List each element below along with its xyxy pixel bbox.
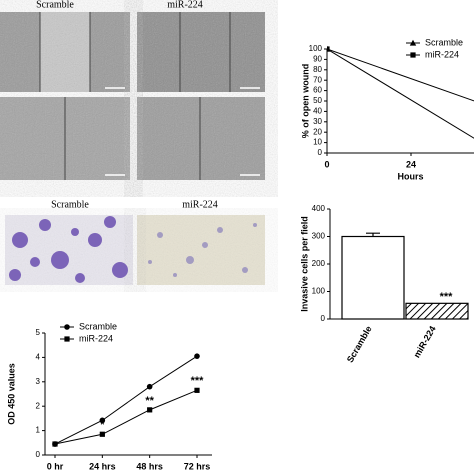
y-axis-label: % of open wound	[300, 64, 310, 139]
y-tick-label: 20	[313, 127, 322, 136]
y-tick-label: 3	[36, 377, 41, 386]
y-tick-label: 200	[312, 259, 326, 268]
y-tick-label: 4	[36, 353, 41, 362]
y-tick-label: 100	[309, 44, 323, 53]
series-line	[54, 355, 198, 445]
legend-marker	[64, 336, 70, 342]
marker	[52, 441, 58, 447]
legend-marker	[409, 39, 417, 46]
y-tick-label: 1	[36, 426, 41, 435]
marker	[327, 46, 330, 52]
marker	[147, 407, 153, 413]
x-tick-label: 72 hrs	[184, 461, 211, 471]
y-tick-label: 90	[313, 55, 322, 64]
y-tick-label: 0	[318, 148, 323, 157]
legend-marker	[64, 324, 70, 330]
y-axis-label: Invasive cells per field	[299, 216, 309, 312]
y-tick-label: 0	[36, 450, 41, 459]
y-tick-label: 100	[312, 287, 326, 296]
y-tick-label: 70	[313, 75, 322, 84]
y-tick-label: 50	[313, 96, 322, 105]
series-line	[54, 389, 198, 445]
plot-area	[52, 353, 200, 447]
y-tick-label: 60	[313, 86, 322, 95]
invasion-images	[5, 215, 265, 285]
legend-label: miR-224	[425, 49, 459, 59]
legend-label: Scramble	[425, 37, 463, 47]
marker	[99, 431, 105, 437]
plot-area	[327, 45, 474, 139]
legend-marker	[410, 52, 416, 58]
x-tick-label: Scramble	[345, 324, 374, 364]
bar	[405, 302, 469, 320]
annotation: ***	[440, 291, 454, 303]
annotation: ***	[191, 375, 205, 387]
error-bar	[366, 232, 380, 237]
annotation: *	[100, 419, 105, 431]
marker	[99, 417, 106, 424]
image-label: Scramble	[51, 199, 89, 210]
x-tick-label: 24	[406, 159, 416, 169]
series-line	[327, 48, 474, 139]
x-tick-label: miR-224	[412, 324, 438, 359]
x-tick-label: 0	[324, 159, 329, 169]
x-tick-label: 0 hr	[47, 461, 64, 471]
y-tick-label: 0	[321, 314, 326, 323]
image-label: miR-224	[182, 199, 218, 210]
y-tick-label: 80	[313, 65, 322, 74]
y-tick-label: 30	[313, 117, 322, 126]
y-tick-label: 40	[313, 107, 322, 116]
legend-label: Scramble	[79, 321, 117, 331]
marker	[194, 353, 200, 359]
y-axis-label: OD 450 values	[6, 363, 16, 425]
marker	[194, 387, 200, 393]
legend-label: miR-224	[79, 333, 113, 343]
x-tick-label: 48 hrs	[136, 461, 163, 471]
y-tick-label: 10	[313, 138, 322, 147]
y-tick-label: 400	[312, 204, 326, 213]
x-tick-label: 24 hrs	[89, 461, 116, 471]
wound-images	[0, 12, 265, 180]
image-label: miR-224	[167, 0, 203, 10]
bar	[341, 235, 405, 320]
image-label: Scramble	[36, 0, 74, 10]
y-tick-label: 2	[36, 401, 41, 410]
series-line	[327, 48, 474, 102]
y-tick-label: 5	[36, 328, 41, 337]
x-axis-label: Hours	[397, 171, 423, 181]
annotation: **	[145, 395, 154, 407]
y-tick-label: 300	[312, 232, 326, 241]
marker	[146, 383, 153, 390]
